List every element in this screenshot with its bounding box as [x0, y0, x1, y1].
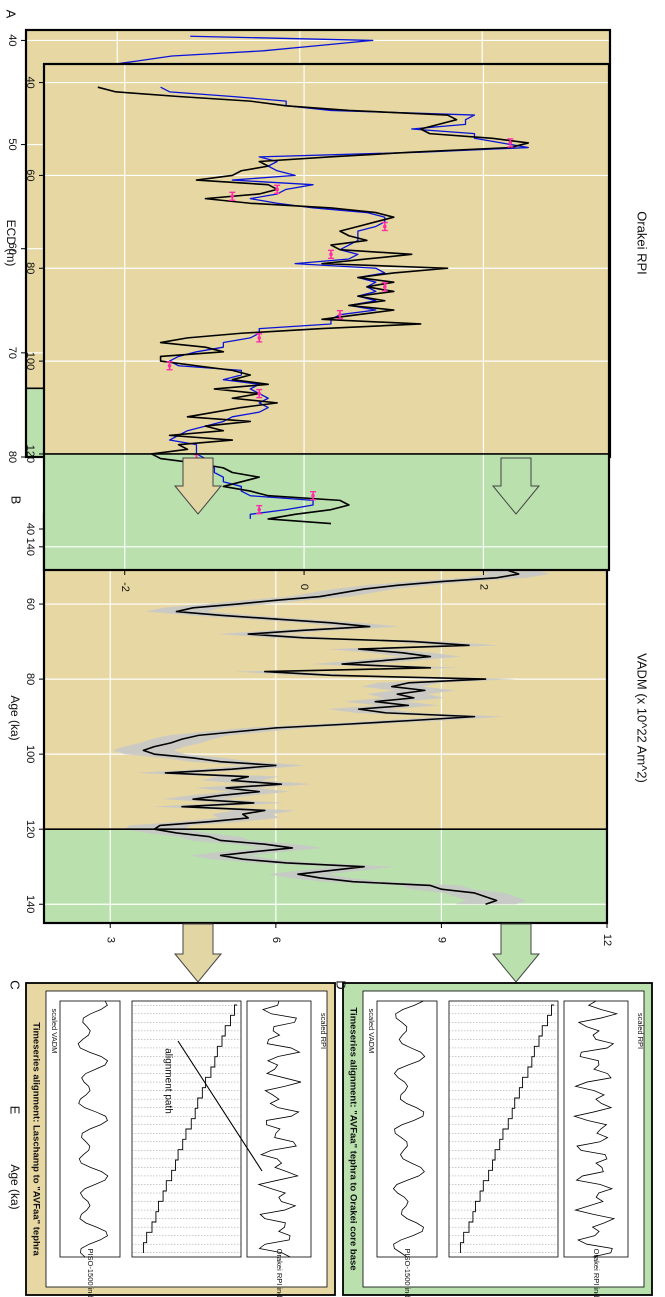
tuning-point — [381, 282, 388, 292]
y-tick-label: 9 — [436, 937, 448, 943]
y-tick-label: 2 — [478, 584, 490, 590]
side-xlabel: PISO-1500 index — [403, 1248, 412, 1297]
tuning-point-dot — [338, 312, 342, 317]
x-tick-label: 40 — [6, 34, 18, 46]
alignment-path-annotation: alignment path — [162, 1048, 173, 1114]
x-tick-label: 60 — [6, 243, 18, 255]
axis-label-age-e: Age (ka) — [8, 1164, 22, 1209]
x-tick-label: 80 — [24, 262, 36, 274]
tuning-point — [256, 504, 263, 515]
tuning-point-dot — [311, 493, 315, 498]
plot-background-tan — [44, 64, 609, 454]
bottom-ylabel: scaled RPI — [636, 1013, 645, 1049]
axis-label-ecd: ECD (m) — [4, 220, 18, 267]
y-tick-label: 12 — [601, 934, 613, 946]
x-tick-label: 40 — [24, 76, 36, 88]
arrow-b-to-cd-green — [491, 923, 541, 983]
series-line-black — [97, 86, 530, 525]
tuning-point — [336, 309, 343, 320]
plot-frame — [42, 62, 611, 572]
x-tick-label: 100 — [24, 352, 36, 370]
x-tick-label: 120 — [24, 445, 36, 463]
annotation-arrow — [177, 1040, 263, 1172]
panel-letter-b: B — [9, 496, 24, 505]
arrow-a-to-b-green — [491, 457, 541, 515]
axis-label-vadm: VADM (x 10^22 Am^2) — [635, 653, 650, 783]
panel-title: Timeseries alignment: "AVFaa" tephra to … — [347, 1007, 358, 1270]
y-tick-label: 3 — [104, 937, 116, 943]
tuning-point-dot — [382, 224, 387, 229]
panel-E: 40 60 80 100 120 140 -2 0 2 — [24, 62, 611, 592]
tuning-point — [256, 333, 263, 343]
panel-letter-c: C — [8, 980, 23, 989]
tuning-point-dot — [257, 507, 262, 512]
bottom-xlabel: Orakei RPI index — [592, 1249, 601, 1297]
tuning-point-dot — [230, 194, 235, 199]
alignment-path — [459, 1004, 554, 1253]
arrow-b-to-cd-tan — [173, 923, 223, 983]
side-ylabel: scaled VADM — [50, 1009, 59, 1054]
scaled-rpi-series — [572, 1000, 619, 1258]
tuning-point — [274, 184, 281, 195]
scaled-vadm-series — [77, 1000, 109, 1258]
x-tick-label: 120 — [24, 820, 36, 838]
tuning-point — [507, 138, 514, 148]
tuning-point-dot — [257, 336, 262, 340]
x-tick-label: 60 — [24, 169, 36, 181]
x-tick-label: 140 — [24, 895, 36, 913]
tuning-point — [310, 491, 317, 501]
panel-letter-d: D — [334, 980, 349, 989]
x-tick-label: 100 — [24, 745, 36, 763]
axis-label-age-b: Age (ka) — [8, 695, 22, 740]
x-tick-label: 40 — [24, 523, 36, 535]
tuning-point-dot — [257, 391, 262, 396]
x-tick-label: 50 — [6, 138, 18, 150]
axis-label-orakei-rpi: Orakei RPI — [635, 211, 650, 275]
x-tick-label: 80 — [24, 673, 36, 685]
panel-D: Timeseries alignment: "AVFaa" tephra to … — [342, 982, 653, 1297]
panel-letter-e: E — [8, 1106, 23, 1115]
tuning-point — [229, 191, 236, 202]
y-tick-label: 0 — [298, 584, 310, 590]
side-xlabel: PISO-1500 index — [86, 1248, 95, 1297]
tuning-point — [327, 249, 334, 260]
tuning-point — [166, 361, 173, 371]
tuning-point-dot — [329, 252, 333, 257]
tuning-point — [381, 221, 388, 232]
scaled-rpi-series — [257, 1000, 302, 1258]
scaled-vadm-series — [392, 1000, 426, 1258]
panel-C: Timeseries alignment: Laschamp to "AVFaa… — [25, 982, 336, 1297]
x-tick-label: 140 — [24, 538, 36, 556]
arrow-a-to-b-tan — [173, 457, 223, 515]
x-tick-label: 80 — [6, 451, 18, 463]
tuning-point-dot — [508, 141, 513, 145]
bottom-xlabel: Orakei RPI index — [275, 1249, 284, 1297]
x-tick-label: 70 — [6, 347, 18, 359]
panel-letter-a: A — [4, 10, 19, 19]
y-tick-label: 6 — [270, 937, 282, 943]
panel-B: 40 60 80 100 120 140 3 6 9 12 — [24, 512, 613, 946]
plot-area — [362, 990, 645, 1288]
side-vadm-frame — [59, 1000, 121, 1258]
bottom-ylabel: scaled RPI — [319, 1013, 328, 1049]
series-line-black — [98, 524, 531, 905]
alignment-matrix-frame — [131, 1000, 242, 1258]
tuning-point-dot — [275, 187, 279, 192]
tuning-point-dot — [167, 363, 172, 368]
tuning-point — [256, 388, 263, 399]
side-ylabel: scaled VADM — [367, 1009, 376, 1054]
alignment-path — [142, 1004, 237, 1253]
x-tick-label: 60 — [24, 598, 36, 610]
y-tick-label: -2 — [119, 582, 131, 592]
tuning-point-dot — [382, 285, 387, 289]
alignment-matrix-frame — [448, 1000, 559, 1258]
panel-title: Timeseries alignment: Laschamp to "AVFaa… — [30, 1022, 41, 1256]
